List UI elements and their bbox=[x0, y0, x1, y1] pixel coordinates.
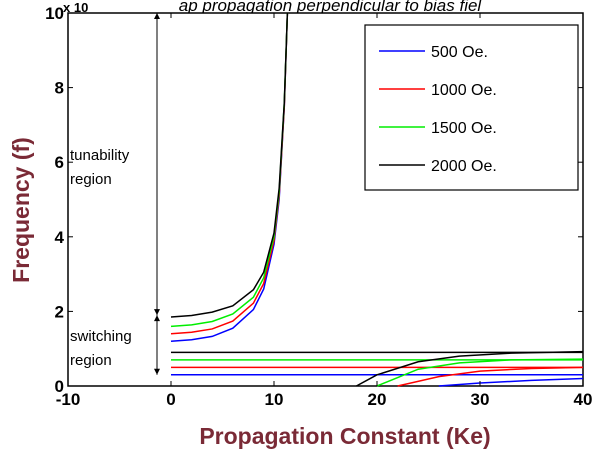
legend-label: 1000 Oe. bbox=[431, 82, 497, 99]
x-tick-label: 20 bbox=[368, 390, 387, 409]
series-lower-line bbox=[376, 358, 584, 387]
x-tick-label: 30 bbox=[471, 390, 490, 409]
x-tick-label: 10 bbox=[265, 390, 284, 409]
arrowhead-down-icon bbox=[154, 368, 160, 375]
legend-label: 2000 Oe. bbox=[431, 158, 497, 175]
x-axis-label: Propagation Constant (Ke) bbox=[199, 423, 490, 449]
series-4 bbox=[170, 12, 584, 387]
y-tick-label: 10 bbox=[45, 4, 64, 23]
series-lower-line bbox=[356, 350, 584, 387]
series-lower-line bbox=[438, 377, 584, 387]
legend: 500 Oe. 1000 Oe. 1500 Oe. 2000 Oe. bbox=[364, 24, 579, 191]
annotation-label: switching bbox=[70, 328, 132, 345]
series-upper-line bbox=[170, 12, 289, 318]
legend-label: 1500 Oe. bbox=[431, 120, 497, 137]
annotation-label-line2: region bbox=[70, 352, 112, 369]
y-tick-label: 4 bbox=[55, 228, 65, 247]
x-tick-label: 0 bbox=[166, 390, 175, 409]
annotation-label: tunability bbox=[70, 147, 130, 164]
y-axis-label: Frequency (f) bbox=[8, 137, 34, 283]
x-tick-label: 40 bbox=[574, 390, 593, 409]
annotations: tunability region switching region bbox=[70, 13, 160, 375]
y-ticks: 0 2 4 6 8 10 bbox=[45, 4, 583, 396]
y-tick-label: 8 bbox=[55, 79, 64, 98]
x-ticks: -10 0 10 20 30 40 bbox=[56, 13, 593, 409]
arrowhead-down-icon bbox=[154, 309, 160, 316]
legend-label: 500 Oe. bbox=[431, 44, 488, 61]
legend-box bbox=[364, 24, 579, 191]
y-exponent-label: x 10 bbox=[63, 0, 88, 15]
y-tick-label: 0 bbox=[55, 377, 64, 396]
chart-title: ap propagation perpendicular to bias fie… bbox=[179, 0, 483, 15]
series-lower-line bbox=[397, 366, 584, 387]
annotation-label-line2: region bbox=[70, 171, 112, 188]
y-tick-label: 6 bbox=[55, 153, 64, 172]
y-tick-label: 2 bbox=[55, 302, 64, 321]
x-tick-label: -10 bbox=[56, 390, 81, 409]
arrowhead-up-icon bbox=[154, 315, 160, 322]
arrowhead-up-icon bbox=[154, 13, 160, 19]
